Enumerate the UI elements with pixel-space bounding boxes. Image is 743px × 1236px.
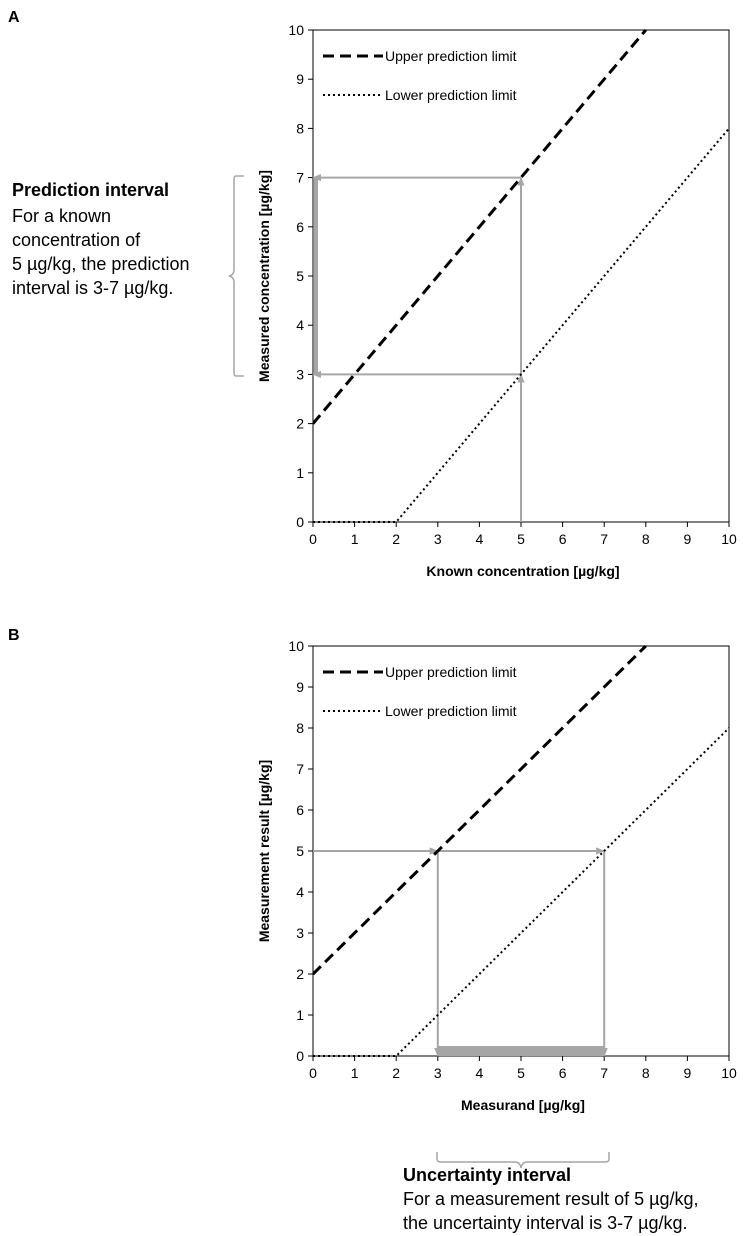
y-axis-title: Measured concentration [µg/kg] xyxy=(256,170,272,382)
y-tick-label: 8 xyxy=(296,720,304,736)
legend-label: Lower prediction limit xyxy=(385,703,517,719)
highlight-band xyxy=(437,1046,605,1056)
panel-letter-b: B xyxy=(8,627,20,644)
y-tick-label: 5 xyxy=(296,268,304,284)
x-tick-label: 9 xyxy=(684,1065,692,1081)
upper-prediction-limit-line xyxy=(313,29,647,425)
chart-a: 0 1 2 3 4 5 6 7 8 9 10 0 1 2 3 4 5 6 7 8 9 10 Known concentrat… xyxy=(256,22,737,579)
y-tick-label: 10 xyxy=(288,638,304,654)
lower-prediction-limit-line xyxy=(313,727,730,1057)
x-tick-label: 8 xyxy=(642,1065,650,1081)
x-tick-label: 2 xyxy=(392,1065,400,1081)
chart-b: 0 1 2 3 4 5 6 7 8 9 10 0 1 2 3 4 5 6 7 8 9 10 Measurand [µg/kg… xyxy=(256,638,737,1113)
x-axis-title: Known concentration [µg/kg] xyxy=(426,563,619,579)
y-tick-label: 4 xyxy=(296,884,304,900)
y-tick-label: 4 xyxy=(296,317,304,333)
x-tick-label: 4 xyxy=(476,1065,484,1081)
uncertainty-interval-note: Uncertainty interval For a measurement r… xyxy=(403,1152,699,1233)
y-tick-label: 2 xyxy=(296,416,304,432)
x-tick-label: 0 xyxy=(309,1065,317,1081)
x-tick-label: 8 xyxy=(642,531,650,547)
y-axis-title: Measurement result [µg/kg] xyxy=(256,760,272,942)
x-tick-label: 6 xyxy=(559,1065,567,1081)
prediction-interval-note: Prediction interval For a known concentr… xyxy=(12,175,244,377)
y-tick-label: 1 xyxy=(296,1007,304,1023)
y-tick-label: 9 xyxy=(296,71,304,87)
y-tick-label: 1 xyxy=(296,465,304,481)
note-line-b-1: the uncertainty interval is 3-7 µg/kg. xyxy=(403,1213,688,1233)
y-tick-label: 6 xyxy=(296,802,304,818)
note-title-a: Prediction interval xyxy=(12,180,169,200)
x-tick-label: 2 xyxy=(392,531,400,547)
x-tick-label: 7 xyxy=(600,1065,608,1081)
x-tick-label: 7 xyxy=(600,531,608,547)
x-tick-label: 4 xyxy=(476,531,484,547)
y-tick-label: 2 xyxy=(296,966,304,982)
note-title-b: Uncertainty interval xyxy=(403,1165,571,1185)
x-tick-label: 6 xyxy=(559,531,567,547)
y-tick-label: 0 xyxy=(296,1048,304,1064)
legend-label: Upper prediction limit xyxy=(385,664,517,680)
y-tick-label: 9 xyxy=(296,679,304,695)
x-tick-label: 9 xyxy=(684,531,692,547)
brace-b xyxy=(436,1152,610,1169)
x-tick-label: 10 xyxy=(721,1065,737,1081)
y-tick-label: 7 xyxy=(296,761,304,777)
note-line-b-0: For a measurement result of 5 µg/kg, xyxy=(403,1189,699,1209)
y-tick-label: 3 xyxy=(296,925,304,941)
panel-letter-a: A xyxy=(8,9,20,26)
note-line-a-2: 5 µg/kg, the prediction xyxy=(12,254,189,274)
legend-label: Upper prediction limit xyxy=(385,48,517,64)
x-tick-label: 10 xyxy=(721,531,737,547)
highlight-band xyxy=(314,177,318,375)
x-tick-label: 5 xyxy=(517,1065,525,1081)
x-tick-label: 0 xyxy=(309,531,317,547)
note-line-a-1: concentration of xyxy=(12,230,141,250)
x-axis-title: Measurand [µg/kg] xyxy=(461,1097,585,1113)
note-line-a-3: interval is 3-7 µg/kg. xyxy=(12,278,173,298)
brace-a xyxy=(228,175,244,377)
lower-prediction-limit-line xyxy=(313,127,730,523)
x-tick-label: 3 xyxy=(434,1065,442,1081)
y-tick-label: 3 xyxy=(296,366,304,382)
y-tick-label: 8 xyxy=(296,120,304,136)
y-tick-label: 6 xyxy=(296,219,304,235)
x-tick-label: 5 xyxy=(517,531,525,547)
x-tick-label: 1 xyxy=(351,1065,359,1081)
x-tick-label: 3 xyxy=(434,531,442,547)
y-tick-label: 7 xyxy=(296,170,304,186)
legend-label: Lower prediction limit xyxy=(385,87,517,103)
y-tick-label: 0 xyxy=(296,514,304,530)
note-line-a-0: For a known xyxy=(12,206,111,226)
y-tick-label: 10 xyxy=(288,22,304,38)
y-tick-label: 5 xyxy=(296,843,304,859)
upper-prediction-limit-line xyxy=(313,645,647,976)
x-tick-label: 1 xyxy=(351,531,359,547)
